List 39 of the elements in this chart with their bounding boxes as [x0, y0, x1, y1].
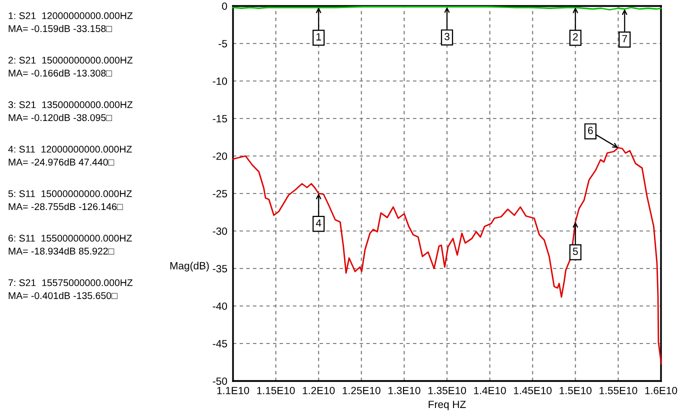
annotation: 3	[444, 32, 450, 40]
text: 5: S11 15000000000.000HZ MA= -28.755dB -126.146□	[8, 190, 132, 210]
annotation: 4	[316, 219, 322, 227]
x-tick-label: 1.6E10	[645, 386, 678, 394]
annotation: 6	[588, 126, 593, 134]
y-tick-label: -35	[212, 265, 228, 272]
text: 7: S21 15575000000.000HZ MA= -0.401dB -135.650□	[8, 279, 133, 300]
annotation: 2	[573, 33, 578, 40]
text: 2: S21 15000000000.000HZ MA= -0.166dB -13.308□	[8, 56, 133, 77]
text: 1: S21 12000000000.000HZ MA= -0.159dB -33.158□	[8, 12, 133, 32]
y-tick-label: -25	[212, 190, 228, 198]
x-tick-label: 1.4E10	[474, 386, 506, 394]
y-tick-label: -50	[212, 378, 228, 385]
x-tick-label: 1.15E10	[257, 386, 295, 394]
y-tick-label: -10	[212, 78, 228, 85]
y-tick-label: -5	[218, 40, 228, 48]
x-tick-label: 1.2E10	[302, 386, 335, 394]
y-tick-label: -40	[212, 302, 228, 310]
x-axis-title: Freq HZ	[428, 400, 466, 410]
x-tick-label: 1.5E10	[560, 386, 592, 394]
y-tick-label: 0	[222, 2, 228, 10]
y-tick-label: -30	[212, 228, 228, 235]
x-tick-label: 1.35E10	[428, 386, 466, 394]
annotation: 1	[316, 33, 321, 40]
y-tick-label: -15	[212, 115, 228, 122]
annotation: 7	[622, 35, 627, 42]
x-tick-label: 1.1E10	[217, 386, 250, 394]
y-tick-label: -45	[212, 340, 228, 348]
line-series	[232, 147, 662, 364]
text: 3: S21 13500000000.000HZ MA= -0.120dB -38.095□	[8, 101, 133, 122]
text: 4: S11 12000000000.000HZ MA= -24.976dB 47.440□	[8, 146, 132, 166]
x-tick-label: 1.3E10	[388, 386, 420, 394]
y-axis-title: Mag(dB)	[170, 262, 209, 272]
annotation: 5	[572, 248, 578, 256]
x-tick-label: 1.25E10	[342, 386, 380, 394]
x-tick-label: 1.55E10	[600, 386, 638, 394]
text: 6: S11 15500000000.000HZ MA= -18.934dB 85.922□	[8, 234, 132, 255]
y-tick-label: -20	[212, 152, 228, 160]
x-tick-label: 1.45E10	[514, 386, 552, 394]
